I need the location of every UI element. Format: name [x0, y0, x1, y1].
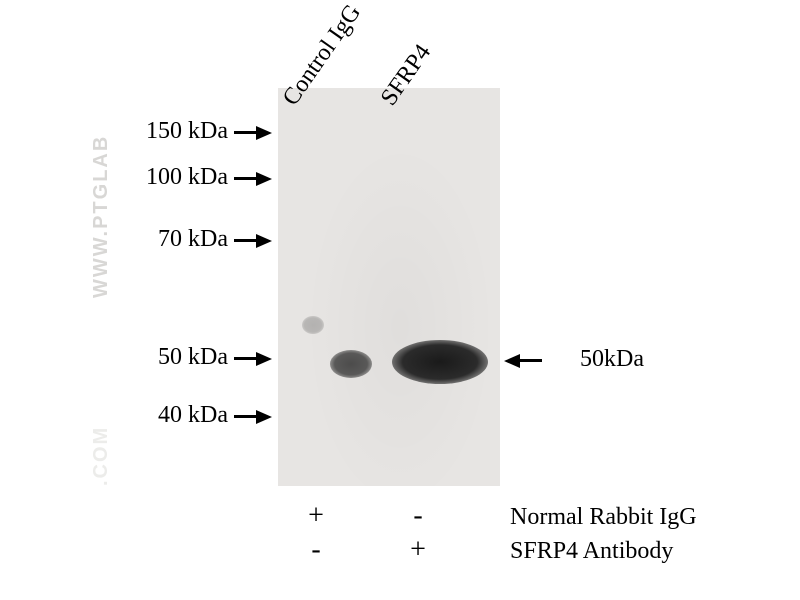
marker-label-4: 40 kDa [108, 402, 228, 429]
result-label: 50kDa [580, 346, 644, 373]
marker-label-0: 150 kDa [108, 118, 228, 145]
band-1 [392, 340, 488, 384]
watermark-text-2: .COM [90, 426, 113, 486]
blot-membrane [278, 88, 500, 486]
marker-label-2: 70 kDa [108, 226, 228, 253]
marker-label-1: 100 kDa [108, 164, 228, 191]
watermark-text-1: WWW.PTGLAB [90, 135, 113, 298]
legend-sign-r0-c0: + [301, 500, 331, 532]
legend-label-1: SFRP4 Antibody [510, 538, 673, 565]
band-0 [330, 350, 372, 378]
legend-sign-r1-c0: - [301, 534, 331, 566]
band-2 [302, 316, 324, 334]
legend-sign-r1-c1: + [403, 534, 433, 566]
legend-sign-r0-c1: - [403, 500, 433, 532]
legend-label-0: Normal Rabbit IgG [510, 504, 697, 531]
blot-shading [278, 88, 500, 486]
figure-container: WWW.PTGLAB.COMControl IgGSFRP4150 kDa100… [0, 0, 800, 600]
marker-label-3: 50 kDa [108, 344, 228, 371]
